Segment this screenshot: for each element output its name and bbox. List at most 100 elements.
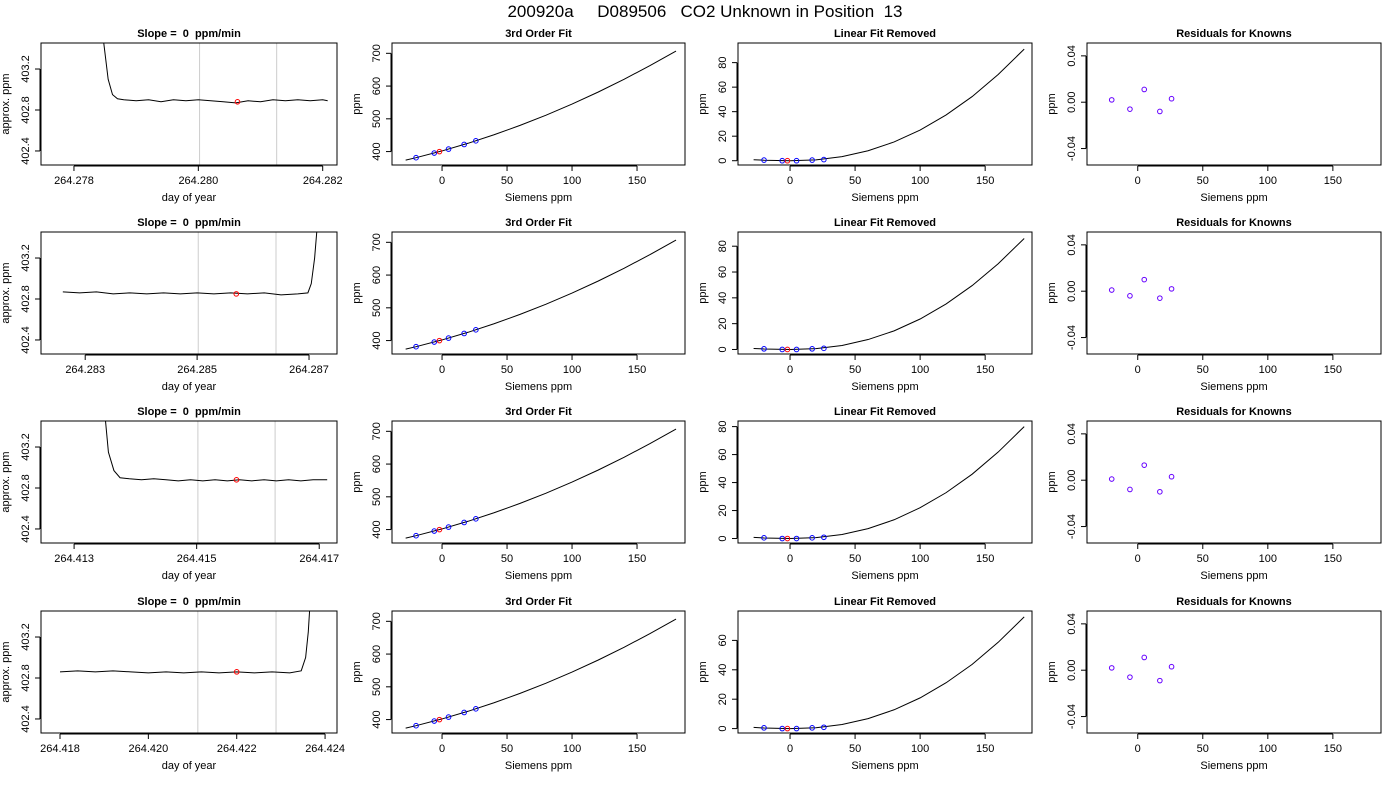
x-tick-label: 264.282 xyxy=(303,175,343,187)
y-tick-label: -0.04 xyxy=(1066,704,1078,729)
y-tick-label: 400 xyxy=(371,520,383,538)
y-tick-label: 80 xyxy=(717,56,729,68)
plot-frame xyxy=(40,42,338,166)
x-tick-label: 100 xyxy=(563,553,581,565)
y-axis-label: ppm xyxy=(351,282,363,303)
y-tick-label: 0 xyxy=(717,346,729,352)
data-point xyxy=(473,706,479,712)
data-point xyxy=(413,722,419,729)
data-point xyxy=(233,669,240,675)
y-tick-label: 0 xyxy=(717,726,729,732)
data-line xyxy=(103,43,328,104)
panel-title: Linear Fit Removed xyxy=(834,28,936,40)
data-point xyxy=(821,156,827,163)
x-axis-label: Siemens ppm xyxy=(505,192,572,204)
x-tick-label: 0 xyxy=(787,364,793,376)
data-point xyxy=(761,535,767,541)
y-tick-label: 402.4 xyxy=(20,705,32,733)
x-tick-label: 100 xyxy=(563,743,581,755)
y-tick-label: 402.8 xyxy=(20,664,32,692)
y-axis-label: ppm xyxy=(697,93,709,114)
y-tick-label: -0.04 xyxy=(1066,514,1078,539)
data-point xyxy=(1141,462,1148,468)
panel-title: Linear Fit Removed xyxy=(834,406,936,418)
data-point xyxy=(1168,473,1175,480)
x-axis-label: Siemens ppm xyxy=(851,760,918,772)
x-tick-label: 0 xyxy=(439,364,445,376)
y-tick-label: 402.8 xyxy=(20,96,32,124)
panel-title: 3rd Order Fit xyxy=(505,596,572,608)
data-point xyxy=(473,516,479,522)
plot-frame xyxy=(1086,420,1382,544)
data-point xyxy=(821,724,827,731)
x-tick-label: 100 xyxy=(1259,364,1277,376)
plot-frame xyxy=(40,610,338,734)
y-tick-label: 20 xyxy=(717,318,729,330)
x-tick-label: 100 xyxy=(911,364,929,376)
x-axis-label: day of year xyxy=(162,192,217,204)
data-point xyxy=(779,725,786,732)
y-tick-label: 500 xyxy=(371,488,383,506)
y-tick-label: 403.2 xyxy=(20,244,32,272)
x-tick-label: 0 xyxy=(1135,364,1141,376)
y-tick-label: 403.2 xyxy=(20,433,32,461)
data-point xyxy=(461,330,467,337)
x-tick-label: 50 xyxy=(1197,175,1209,187)
plot-frame xyxy=(737,610,1033,734)
plot-frame xyxy=(737,420,1033,544)
data-point xyxy=(445,335,452,341)
data-line xyxy=(753,48,1025,162)
y-tick-label: 402.8 xyxy=(20,285,32,313)
data-point xyxy=(1168,663,1175,670)
x-tick-label: 50 xyxy=(849,175,861,187)
x-tick-label: 0 xyxy=(1135,175,1141,187)
data-point xyxy=(784,157,791,164)
data-point xyxy=(445,146,452,152)
plot-area xyxy=(753,426,1025,540)
plot-area xyxy=(59,611,311,733)
data-point xyxy=(1157,108,1163,115)
plot-frame xyxy=(391,42,686,166)
data-point xyxy=(473,327,479,333)
panel-title: Residuals for Knowns xyxy=(1176,28,1292,40)
x-axis-label: Siemens ppm xyxy=(1200,192,1267,204)
x-axis-label: Siemens ppm xyxy=(851,192,918,204)
x-tick-label: 100 xyxy=(911,175,929,187)
x-tick-label: 0 xyxy=(1135,553,1141,565)
y-tick-label: 0 xyxy=(717,535,729,541)
plot-frame xyxy=(737,42,1033,166)
data-point xyxy=(761,725,767,731)
y-tick-label: 80 xyxy=(717,240,729,252)
plot-area xyxy=(62,232,318,354)
x-tick-label: 100 xyxy=(1259,175,1277,187)
data-point xyxy=(1108,476,1115,482)
y-tick-label: 40 xyxy=(717,106,729,118)
y-axis-label: approx. ppm xyxy=(0,73,12,134)
y-tick-label: 0.04 xyxy=(1066,613,1078,634)
x-tick-label: 264.420 xyxy=(128,743,168,755)
data-point xyxy=(1141,654,1148,661)
x-tick-label: 264.413 xyxy=(54,553,94,565)
panel-title: Slope = 0 ppm/min xyxy=(137,406,241,418)
x-tick-label: 50 xyxy=(1197,743,1209,755)
data-point xyxy=(461,709,467,716)
data-point xyxy=(1157,488,1163,495)
x-tick-label: 150 xyxy=(976,175,994,187)
data-line xyxy=(405,239,677,350)
data-point xyxy=(1127,674,1133,680)
y-tick-label: 402.8 xyxy=(20,474,32,502)
x-tick-label: 264.424 xyxy=(305,743,345,755)
data-point xyxy=(413,343,419,350)
y-tick-label: 60 xyxy=(717,448,729,460)
x-tick-label: 0 xyxy=(439,743,445,755)
panel-title: Slope = 0 ppm/min xyxy=(137,217,241,229)
data-point xyxy=(779,346,786,353)
y-tick-label: 500 xyxy=(371,110,383,128)
data-point xyxy=(431,150,438,156)
y-axis-label: ppm xyxy=(1046,282,1058,303)
x-tick-label: 264.422 xyxy=(217,743,257,755)
plot-area xyxy=(405,428,677,539)
x-tick-label: 150 xyxy=(976,743,994,755)
plot-frame xyxy=(1086,231,1382,355)
